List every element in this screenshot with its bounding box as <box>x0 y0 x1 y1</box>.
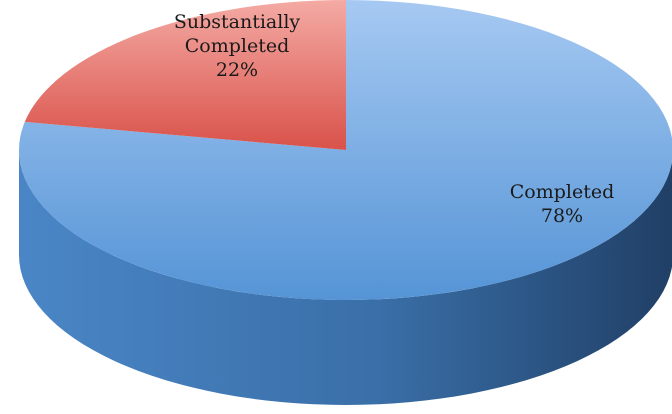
pie-slice-side-0 <box>19 150 672 405</box>
slice-percent-label-1: 22% <box>216 59 258 81</box>
pie-slice-0 <box>19 0 672 300</box>
slice-percent-label-0: 78% <box>541 205 583 227</box>
pie-slice-1 <box>24 0 347 150</box>
slice-category-label-1: Substantially <box>174 11 301 33</box>
slice-category-label-0: Completed <box>510 181 615 203</box>
slice-category-label-1: Completed <box>185 35 290 57</box>
